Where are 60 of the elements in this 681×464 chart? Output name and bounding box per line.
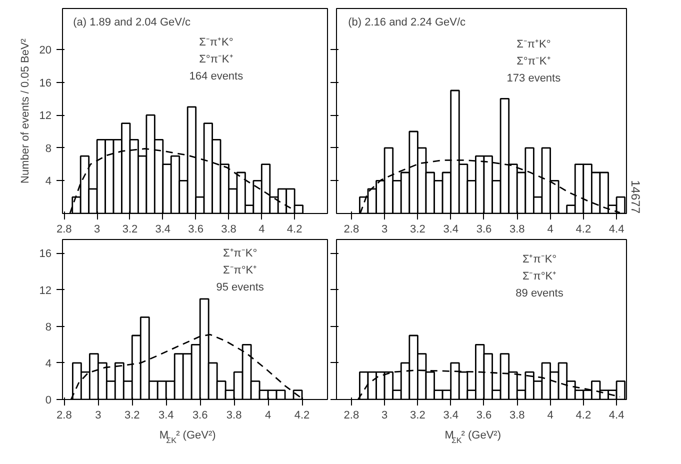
x-tick-label: 3.2 [410, 224, 426, 236]
x-tick-label: 3.8 [509, 410, 525, 422]
x-tick-label: 3.6 [188, 224, 204, 236]
x-tick-label: 3.4 [158, 410, 174, 422]
y-tick-label: 16 [39, 77, 52, 90]
annotation: Σ⁻π⁺K° [516, 38, 551, 50]
x-tick-label: 3.4 [443, 410, 458, 422]
y-axis-title: Number of events / 0.05 BeV² [19, 38, 32, 184]
x-tick-label: 4 [258, 224, 265, 236]
x-tick-label: 3.2 [124, 410, 140, 422]
x-tick-label: 3.6 [192, 410, 208, 422]
x-tick-label: 3 [382, 410, 388, 422]
x-tick-label: 4 [547, 410, 554, 422]
x-tick-label: 4.2 [294, 410, 310, 422]
annotation: 173 events [506, 72, 562, 84]
y-tick-label: 4 [45, 176, 52, 188]
x-tick-label: 3.2 [410, 410, 426, 422]
x-tick-label: 3 [95, 410, 102, 422]
x-tick-label: 3.8 [226, 410, 242, 422]
text: 14677 [628, 180, 642, 214]
x-tick-label: 3 [382, 224, 388, 236]
x-tick-label: 3.8 [221, 224, 236, 236]
x-tick-label: 4.4 [608, 410, 624, 422]
annotation: Σ⁻π°K⁺ [522, 270, 557, 282]
annotation: 164 events [189, 70, 244, 82]
y-tick-label: 4 [45, 358, 52, 370]
x-tick-label: 3.4 [155, 224, 171, 236]
annotation: 95 events [216, 282, 264, 294]
x-tick-label: 4.4 [608, 224, 624, 236]
annotation: 89 events [516, 288, 564, 300]
x-tick-label: 3 [94, 224, 100, 236]
annotation: Σ⁻π⁺K° [199, 36, 234, 48]
annotation: Σ⁻π°K⁺ [222, 264, 258, 276]
x-tick-label: 2.8 [56, 224, 72, 236]
text: (b) 2.16 and 2.24 GeV/c [348, 16, 466, 28]
y-tick-label: 20 [39, 44, 52, 56]
x-tick-label: 4 [547, 224, 554, 236]
x-tick-label: 3.6 [476, 410, 492, 422]
annotation: Σ°π⁻K⁺ [199, 54, 234, 66]
x-tick-label: 2.8 [344, 410, 360, 422]
y-tick-label: 12 [39, 110, 52, 122]
y-tick-label: 8 [45, 321, 52, 334]
x-tick-label: 2.8 [344, 224, 360, 236]
x-tick-label: 2.8 [56, 410, 72, 422]
y-tick-label: 0 [45, 394, 52, 406]
x-tick-label: 3.4 [443, 224, 458, 236]
x-tick-label: 4.2 [576, 224, 592, 236]
x-tick-label: 3.2 [122, 224, 138, 236]
x-tick-label: 4.2 [576, 410, 592, 422]
y-tick-label: 8 [45, 142, 52, 155]
y-tick-label: 12 [39, 284, 52, 297]
text: (a) 1.89 and 2.04 GeV/c [73, 16, 192, 28]
x-tick-label: 4.2 [286, 224, 302, 236]
annotation: Σ⁺π⁻K° [522, 254, 557, 266]
annotation: Σ°π⁻K⁺ [516, 56, 551, 68]
y-tick-label: 16 [39, 248, 52, 260]
annotation: Σ⁺π⁻K° [222, 248, 258, 260]
x-tick-label: 3.8 [509, 224, 525, 236]
x-tick-label: 4 [264, 410, 272, 422]
x-tick-label: 3.6 [476, 224, 492, 236]
